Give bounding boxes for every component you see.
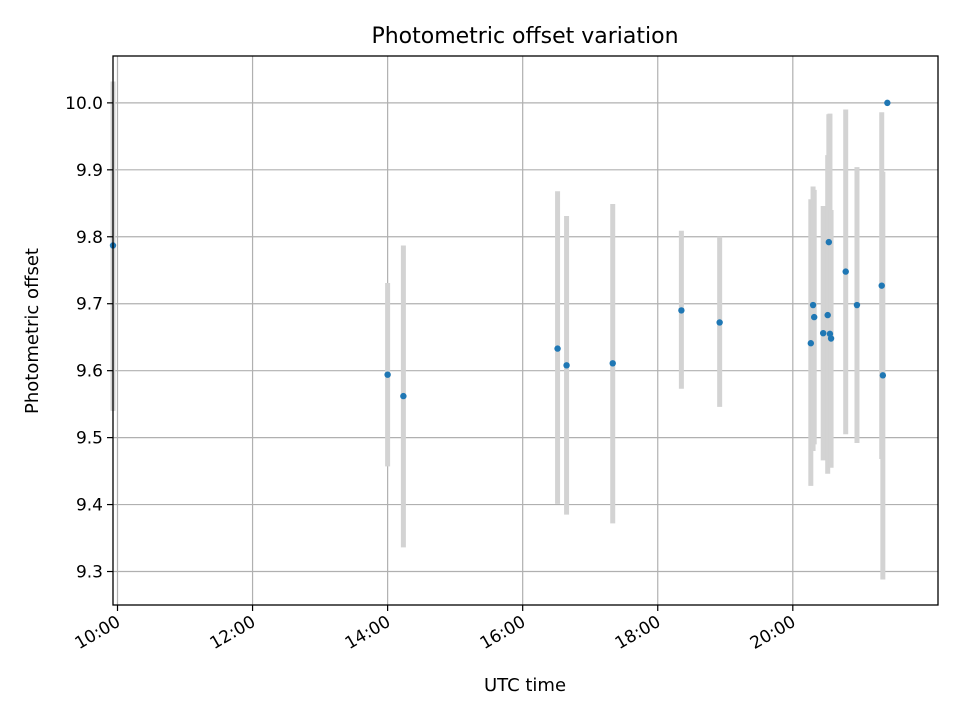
y-tick-label: 9.8 [76,228,103,248]
data-points [109,99,891,400]
data-point [819,329,827,337]
data-point [879,372,887,379]
y-tick-label: 10.0 [65,94,103,114]
y-tick-label: 9.9 [76,161,103,181]
data-point [810,313,818,321]
x-tick-label: 10:00 [72,612,124,654]
data-point [716,319,723,326]
grid [113,56,938,605]
data-point [824,311,831,319]
chart-title: Photometric offset variation [371,24,678,49]
y-tick-label: 9.7 [76,295,103,315]
plot-area-frame [112,55,939,606]
data-point [400,392,407,400]
data-point [678,307,685,314]
x-tick-label: 18:00 [612,612,664,654]
data-point [809,301,817,309]
y-tick-label: 9.5 [76,429,103,449]
x-axis-label: UTC time [484,675,566,696]
x-tick-label: 14:00 [342,612,394,654]
y-tick-label: 9.3 [76,563,103,583]
data-point [554,345,561,352]
data-point [827,335,835,342]
y-axis-ticks: 9.3 9.4 9.5 9.6 9.7 9.8 9.9 10.0 [65,94,113,583]
y-tick-label: 9.6 [76,362,103,382]
data-point [609,360,616,367]
data-point [384,371,391,378]
data-point [825,238,833,246]
data-point [853,301,861,309]
data-point [563,362,570,369]
x-tick-label: 12:00 [207,612,259,654]
data-point [878,282,885,289]
data-point [807,340,815,347]
x-tick-label: 16:00 [477,612,529,654]
data-point [842,268,849,275]
x-axis-ticks: 10:00 12:00 14:00 16:00 18:00 20:00 [72,605,799,654]
y-axis-label: Photometric offset [22,248,43,414]
data-point [884,99,891,107]
x-tick-label: 20:00 [747,612,799,654]
y-tick-label: 9.4 [76,496,103,516]
